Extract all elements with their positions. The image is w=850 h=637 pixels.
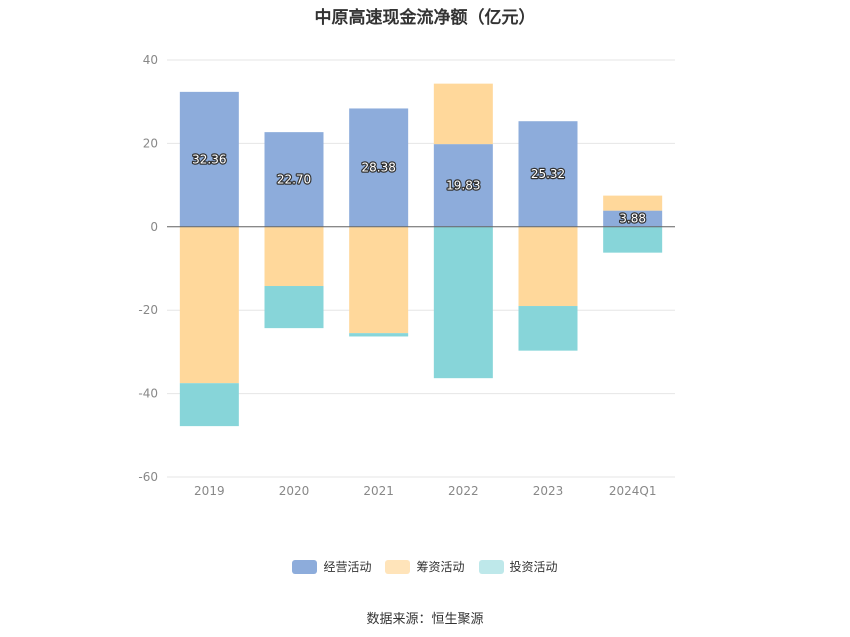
y-tick-label: -40 [138, 387, 158, 401]
data-label-operating: 19.83 [446, 178, 480, 192]
bar-1-2021 [349, 226, 409, 334]
legend-swatch-operating [292, 559, 318, 574]
bar-2-2023 [518, 306, 578, 351]
y-tick-label: 0 [150, 220, 158, 234]
legend-label-operating: 经营活动 [323, 560, 372, 574]
y-tick-label: -60 [138, 470, 158, 484]
bar-0-2021 [349, 108, 409, 227]
bar-1-2022 [433, 83, 493, 145]
bar-1-2024Q1 [603, 195, 663, 211]
y-tick-label: 40 [143, 53, 158, 67]
x-tick-label: 2024Q1 [609, 484, 657, 498]
bar-1-2020 [264, 226, 324, 287]
bar-2-2020 [264, 286, 324, 329]
bar-2-2021 [349, 333, 409, 337]
legend: 经营活动 筹资活动 投资活动 [0, 558, 850, 575]
data-label-operating: 25.32 [531, 167, 565, 181]
x-tick-label: 2021 [363, 484, 394, 498]
legend-label-investing: 投资活动 [509, 560, 558, 574]
x-tick-label: 2019 [194, 484, 225, 498]
data-label-operating: 28.38 [361, 161, 395, 175]
y-tick-label: 20 [143, 136, 158, 150]
bar-0-2024Q1 [603, 210, 663, 227]
bar-2-2022 [433, 226, 493, 379]
bar-2-2024Q1 [603, 226, 663, 253]
legend-item-financing[interactable]: 筹资活动 [385, 558, 465, 575]
legend-swatch-investing [478, 559, 504, 574]
legend-label-financing: 筹资活动 [416, 560, 465, 574]
data-label-operating: 22.70 [277, 172, 311, 186]
x-tick-label: 2020 [279, 484, 310, 498]
data-label-operating: 32.36 [192, 152, 226, 166]
bar-1-2023 [518, 226, 578, 307]
bar-0-2023 [518, 121, 578, 227]
data-label-operating: 3.88 [619, 212, 646, 226]
x-tick-label: 2022 [448, 484, 479, 498]
bar-2-2019 [179, 383, 239, 427]
legend-swatch-financing [385, 559, 411, 574]
x-tick-label: 2023 [533, 484, 564, 498]
legend-item-investing[interactable]: 投资活动 [478, 558, 558, 575]
bar-0-2019 [179, 91, 239, 227]
y-tick-label: -20 [138, 303, 158, 317]
data-source: 数据来源：恒生聚源 [366, 612, 484, 627]
legend-item-operating[interactable]: 经营活动 [292, 558, 371, 575]
bar-0-2020 [264, 132, 324, 227]
chart-title: 中原高速现金流净额（亿元） [314, 8, 536, 28]
bar-0-2022 [433, 144, 493, 227]
bar-1-2019 [179, 226, 239, 384]
